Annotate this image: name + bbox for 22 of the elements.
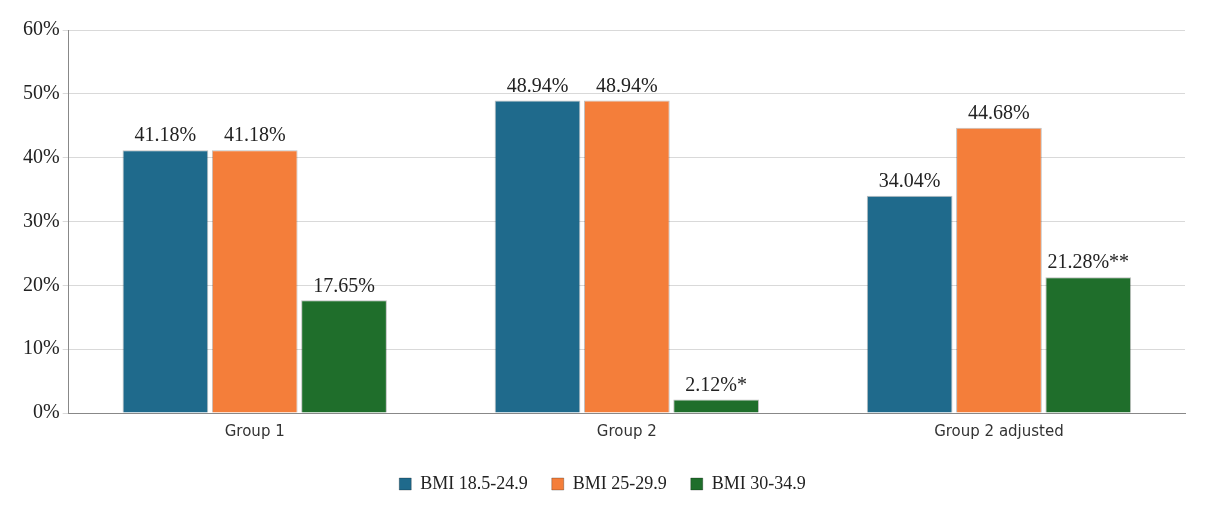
y-tick-label: 0% bbox=[32, 400, 60, 423]
data-label: 48.94% bbox=[506, 73, 569, 96]
legend-label: BMI 25-29.9 bbox=[572, 472, 667, 493]
y-tick-label: 60% bbox=[22, 17, 60, 40]
legend-label: BMI 18.5-24.9 bbox=[420, 472, 528, 493]
legend-label: BMI 30-34.9 bbox=[711, 472, 806, 493]
y-tick-label: 40% bbox=[22, 144, 60, 167]
x-tick-label: Group 1 bbox=[224, 421, 285, 440]
data-label: 41.18% bbox=[223, 123, 286, 146]
data-label: 41.18% bbox=[134, 123, 197, 146]
y-tick-label: 50% bbox=[22, 81, 60, 104]
data-label: 48.94% bbox=[595, 73, 658, 96]
data-label: 34.04% bbox=[878, 168, 941, 191]
x-tick-label: Group 2 bbox=[596, 421, 657, 440]
data-label: 21.28%** bbox=[1047, 250, 1130, 273]
y-tick-label: 20% bbox=[22, 272, 60, 295]
data-label: 2.12%* bbox=[685, 372, 747, 395]
y-tick-label: 10% bbox=[22, 336, 60, 359]
y-tick-label: 30% bbox=[22, 208, 60, 231]
data-label: 44.68% bbox=[968, 101, 1030, 124]
x-tick-label: Group 2 adjusted bbox=[934, 421, 1064, 440]
data-label: 17.65% bbox=[313, 273, 375, 296]
